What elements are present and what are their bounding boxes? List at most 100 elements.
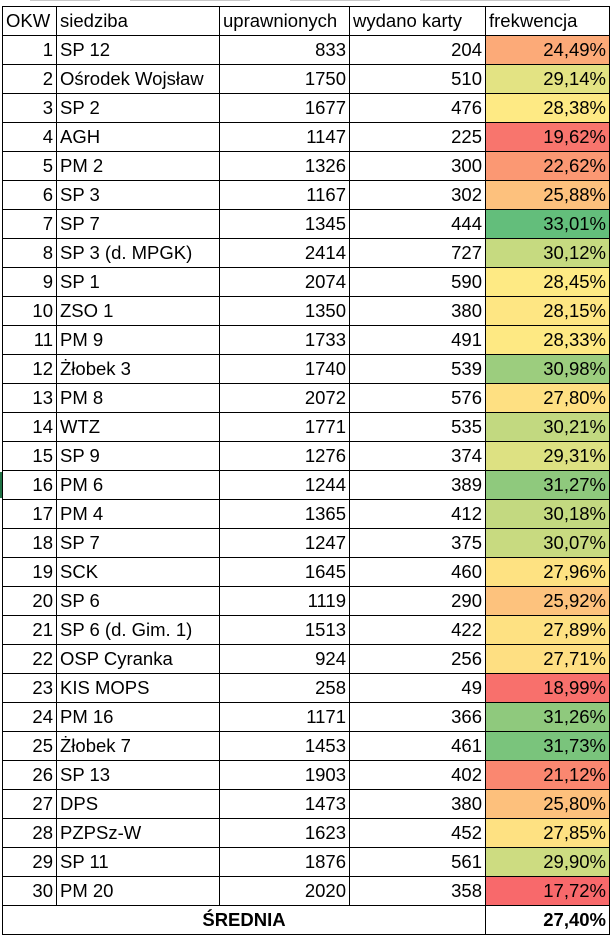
- cell-uprawnionych[interactable]: 2414: [219, 238, 350, 268]
- cell-okw[interactable]: 25: [2, 731, 57, 761]
- cell-okw[interactable]: 5: [2, 151, 57, 181]
- cell-uprawnionych[interactable]: 924: [219, 644, 350, 674]
- cell-okw[interactable]: 9: [2, 267, 57, 297]
- cell-okw[interactable]: 28: [2, 818, 57, 848]
- cell-uprawnionych[interactable]: 1473: [219, 789, 350, 819]
- cell-frekwencja[interactable]: 30,98%: [485, 354, 610, 384]
- cell-frekwencja[interactable]: 27,71%: [485, 644, 610, 674]
- cell-uprawnionych[interactable]: 1326: [219, 151, 350, 181]
- cell-uprawnionych[interactable]: 1119: [219, 586, 350, 616]
- cell-siedziba[interactable]: SP 7: [56, 209, 220, 239]
- cell-siedziba[interactable]: SCK: [56, 557, 220, 587]
- cell-wydano-karty[interactable]: 380: [349, 789, 486, 819]
- cell-uprawnionych[interactable]: 1750: [219, 64, 350, 94]
- cell-frekwencja[interactable]: 29,90%: [485, 847, 610, 877]
- cell-uprawnionych[interactable]: 1876: [219, 847, 350, 877]
- cell-uprawnionych[interactable]: 1623: [219, 818, 350, 848]
- cell-wydano-karty[interactable]: 412: [349, 499, 486, 529]
- cell-frekwencja[interactable]: 27,80%: [485, 383, 610, 413]
- cell-okw[interactable]: 10: [2, 296, 57, 326]
- cell-siedziba[interactable]: PM 8: [56, 383, 220, 413]
- cell-siedziba[interactable]: SP 1: [56, 267, 220, 297]
- cell-frekwencja[interactable]: 28,15%: [485, 296, 610, 326]
- cell-okw[interactable]: 14: [2, 412, 57, 442]
- cell-okw[interactable]: 30: [2, 876, 57, 906]
- cell-frekwencja[interactable]: 31,73%: [485, 731, 610, 761]
- cell-siedziba[interactable]: AGH: [56, 122, 220, 152]
- cell-okw[interactable]: 20: [2, 586, 57, 616]
- cell-okw[interactable]: 27: [2, 789, 57, 819]
- cell-okw[interactable]: 11: [2, 325, 57, 355]
- cell-siedziba[interactable]: Żłobek 7: [56, 731, 220, 761]
- cell-wydano-karty[interactable]: 256: [349, 644, 486, 674]
- cell-uprawnionych[interactable]: 2072: [219, 383, 350, 413]
- cell-siedziba[interactable]: PM 20: [56, 876, 220, 906]
- cell-uprawnionych[interactable]: 1733: [219, 325, 350, 355]
- cell-wydano-karty[interactable]: 375: [349, 528, 486, 558]
- cell-frekwencja[interactable]: 27,89%: [485, 615, 610, 645]
- cell-wydano-karty[interactable]: 491: [349, 325, 486, 355]
- cell-wydano-karty[interactable]: 49: [349, 673, 486, 703]
- cell-wydano-karty[interactable]: 444: [349, 209, 486, 239]
- cell-okw[interactable]: 17: [2, 499, 57, 529]
- cell-wydano-karty[interactable]: 510: [349, 64, 486, 94]
- cell-frekwencja[interactable]: 29,31%: [485, 441, 610, 471]
- cell-okw[interactable]: 29: [2, 847, 57, 877]
- cell-okw[interactable]: 12: [2, 354, 57, 384]
- cell-wydano-karty[interactable]: 389: [349, 470, 486, 500]
- cell-siedziba[interactable]: PM 9: [56, 325, 220, 355]
- cell-wydano-karty[interactable]: 366: [349, 702, 486, 732]
- cell-frekwencja[interactable]: 30,07%: [485, 528, 610, 558]
- cell-siedziba[interactable]: ZSO 1: [56, 296, 220, 326]
- cell-uprawnionych[interactable]: 1247: [219, 528, 350, 558]
- cell-wydano-karty[interactable]: 576: [349, 383, 486, 413]
- cell-frekwencja[interactable]: 17,72%: [485, 876, 610, 906]
- cell-frekwencja[interactable]: 28,33%: [485, 325, 610, 355]
- cell-siedziba[interactable]: KIS MOPS: [56, 673, 220, 703]
- cell-wydano-karty[interactable]: 225: [349, 122, 486, 152]
- cell-siedziba[interactable]: SP 13: [56, 760, 220, 790]
- cell-uprawnionych[interactable]: 2020: [219, 876, 350, 906]
- cell-frekwencja[interactable]: 25,92%: [485, 586, 610, 616]
- cell-siedziba[interactable]: Ośrodek Wojsław: [56, 64, 220, 94]
- cell-wydano-karty[interactable]: 476: [349, 93, 486, 123]
- cell-wydano-karty[interactable]: 535: [349, 412, 486, 442]
- cell-frekwencja[interactable]: 25,80%: [485, 789, 610, 819]
- cell-okw[interactable]: 21: [2, 615, 57, 645]
- cell-siedziba[interactable]: OSP Cyranka: [56, 644, 220, 674]
- cell-uprawnionych[interactable]: 1677: [219, 93, 350, 123]
- cell-okw[interactable]: 7: [2, 209, 57, 239]
- cell-uprawnionych[interactable]: 1171: [219, 702, 350, 732]
- cell-frekwencja[interactable]: 19,62%: [485, 122, 610, 152]
- cell-frekwencja[interactable]: 22,62%: [485, 151, 610, 181]
- cell-siedziba[interactable]: PM 4: [56, 499, 220, 529]
- cell-uprawnionych[interactable]: 1276: [219, 441, 350, 471]
- cell-uprawnionych[interactable]: 1513: [219, 615, 350, 645]
- cell-wydano-karty[interactable]: 561: [349, 847, 486, 877]
- cell-wydano-karty[interactable]: 300: [349, 151, 486, 181]
- cell-okw[interactable]: 22: [2, 644, 57, 674]
- cell-frekwencja[interactable]: 33,01%: [485, 209, 610, 239]
- cell-okw[interactable]: 1: [2, 35, 57, 65]
- cell-wydano-karty[interactable]: 460: [349, 557, 486, 587]
- cell-uprawnionych[interactable]: 258: [219, 673, 350, 703]
- cell-siedziba[interactable]: SP 11: [56, 847, 220, 877]
- header-uprawnionych[interactable]: uprawnionych: [219, 6, 350, 36]
- cell-uprawnionych[interactable]: 833: [219, 35, 350, 65]
- cell-frekwencja[interactable]: 30,18%: [485, 499, 610, 529]
- header-siedziba[interactable]: siedziba: [56, 6, 220, 36]
- cell-wydano-karty[interactable]: 302: [349, 180, 486, 210]
- cell-wydano-karty[interactable]: 402: [349, 760, 486, 790]
- cell-uprawnionych[interactable]: 1345: [219, 209, 350, 239]
- cell-frekwencja[interactable]: 29,14%: [485, 64, 610, 94]
- cell-uprawnionych[interactable]: 1365: [219, 499, 350, 529]
- cell-wydano-karty[interactable]: 290: [349, 586, 486, 616]
- cell-frekwencja[interactable]: 28,45%: [485, 267, 610, 297]
- header-okw[interactable]: OKW: [2, 6, 57, 36]
- cell-wydano-karty[interactable]: 452: [349, 818, 486, 848]
- cell-wydano-karty[interactable]: 380: [349, 296, 486, 326]
- cell-uprawnionych[interactable]: 1771: [219, 412, 350, 442]
- cell-uprawnionych[interactable]: 1453: [219, 731, 350, 761]
- cell-uprawnionych[interactable]: 1740: [219, 354, 350, 384]
- cell-okw[interactable]: 15: [2, 441, 57, 471]
